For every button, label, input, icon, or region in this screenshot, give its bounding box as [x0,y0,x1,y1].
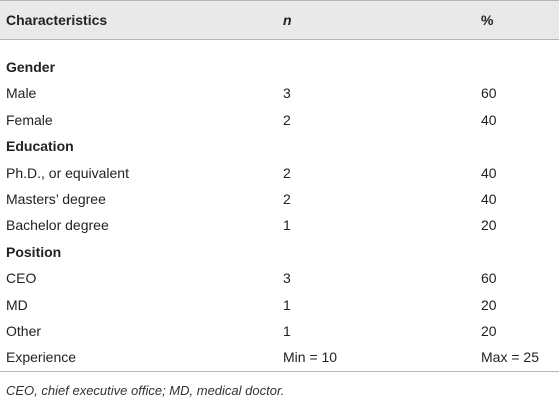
table-cell: 1 [283,217,291,234]
footnote: CEO, chief executive office; MD, medical… [6,383,285,398]
table-cell: 2 [283,191,291,207]
table-cell: 1 [283,323,291,339]
table-cell: 20 [481,323,497,339]
table-cell: 60 [481,270,497,287]
table-cell: Min = 10 [283,349,338,366]
table-cell: Female [6,111,53,128]
table-cell: 3 [283,270,291,287]
table-cell: Other [6,323,42,339]
table-cell: 40 [481,164,497,181]
table-cell: 2 [283,111,291,128]
table-cell: Masters’ degree [6,191,106,207]
table-cell: Male [6,85,37,102]
header-cell: Characteristics [6,12,108,28]
table-cell: Bachelor degree [6,217,109,234]
table-cell: 20 [481,217,497,234]
table-cell: 60 [481,85,497,102]
table-cell: Experience [6,349,77,366]
table-cell: 40 [481,111,497,128]
table-cell: CEO [6,270,37,287]
table-cell: 20 [481,296,497,313]
table-cell: 2 [283,164,291,181]
table-cell: MD [6,296,28,313]
section-label: Gender [6,59,56,75]
section-label: Position [6,243,62,260]
table-cell: 3 [283,85,291,102]
header-cell: n [283,12,292,28]
section-label: Education [6,138,74,155]
table-cell: 1 [283,296,291,313]
table-cell: 40 [481,191,497,207]
table-bottom-rule [0,371,559,372]
table-cell: Ph.D., or equivalent [6,164,129,181]
header-cell: % [481,12,494,28]
header-row [0,0,559,40]
table-cell: Max = 25 [481,349,539,366]
